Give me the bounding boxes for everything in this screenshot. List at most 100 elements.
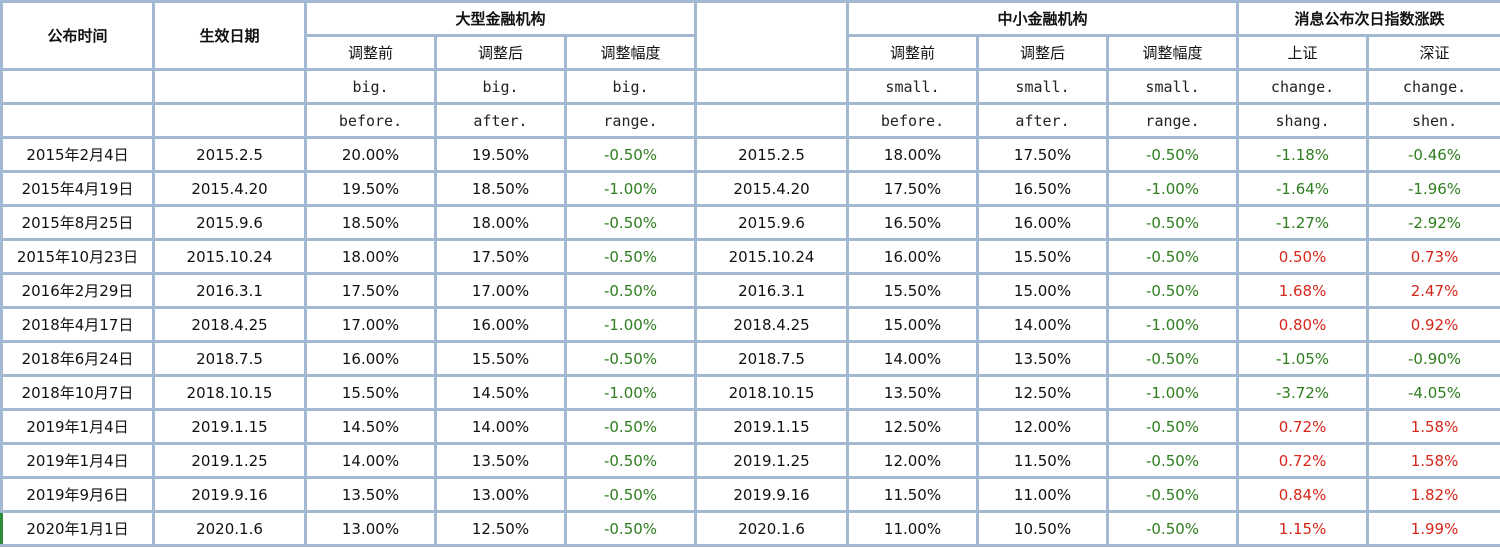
field-small-before-1[interactable]: small. [846, 68, 980, 105]
cell-big-before[interactable]: 15.50% [304, 374, 437, 411]
cell-small-before[interactable]: 13.50% [846, 374, 980, 411]
cell-small-before[interactable]: 17.50% [846, 170, 980, 207]
cell-effective-date[interactable]: 2018.10.15 [152, 374, 307, 411]
cell-big-range[interactable]: -0.50% [563, 408, 698, 445]
cell-big-range[interactable]: -1.00% [563, 374, 698, 411]
cell-effective-date-2[interactable]: 2019.9.16 [694, 476, 850, 513]
cell-big-before[interactable]: 17.50% [304, 272, 437, 309]
header-big-range[interactable]: 调整幅度 [563, 34, 698, 71]
cell-small-before[interactable]: 11.00% [846, 510, 980, 547]
cell-shanghai-change[interactable]: 0.72% [1236, 408, 1370, 445]
cell-small-before[interactable]: 16.50% [846, 204, 980, 241]
cell-small-after[interactable]: 11.50% [976, 442, 1110, 479]
cell-small-after[interactable]: 12.00% [976, 408, 1110, 445]
cell-big-before[interactable]: 18.00% [304, 238, 437, 275]
field-cell-empty[interactable] [694, 68, 850, 105]
cell-shenzhen-change[interactable]: -4.05% [1366, 374, 1500, 411]
cell-shenzhen-change[interactable]: 1.58% [1366, 442, 1500, 479]
field-big-before-2[interactable]: before. [304, 102, 437, 139]
cell-big-after[interactable]: 17.50% [434, 238, 567, 275]
cell-big-before[interactable]: 16.00% [304, 340, 437, 377]
cell-big-before[interactable]: 19.50% [304, 170, 437, 207]
header-small-after[interactable]: 调整后 [976, 34, 1110, 71]
cell-effective-date-2[interactable]: 2018.7.5 [694, 340, 850, 377]
cell-big-after[interactable]: 16.00% [434, 306, 567, 343]
cell-shenzhen-change[interactable]: 1.82% [1366, 476, 1500, 513]
cell-small-before[interactable]: 12.00% [846, 442, 980, 479]
field-small-before-2[interactable]: before. [846, 102, 980, 139]
header-big-after[interactable]: 调整后 [434, 34, 567, 71]
cell-publish-time[interactable]: 2015年10月23日 [0, 238, 155, 275]
cell-big-after[interactable]: 18.50% [434, 170, 567, 207]
cell-big-range[interactable]: -0.50% [563, 238, 698, 275]
cell-big-range[interactable]: -0.50% [563, 272, 698, 309]
field-shang-2[interactable]: shang. [1236, 102, 1370, 139]
cell-shenzhen-change[interactable]: -2.92% [1366, 204, 1500, 241]
cell-publish-time[interactable]: 2018年10月7日 [0, 374, 155, 411]
header-shenzhen[interactable]: 深证 [1366, 34, 1500, 71]
cell-effective-date-2[interactable]: 2018.4.25 [694, 306, 850, 343]
cell-small-before[interactable]: 15.00% [846, 306, 980, 343]
cell-effective-date[interactable]: 2015.10.24 [152, 238, 307, 275]
field-shen-1[interactable]: change. [1366, 68, 1500, 105]
cell-small-before[interactable]: 15.50% [846, 272, 980, 309]
cell-big-range[interactable]: -1.00% [563, 306, 698, 343]
cell-shanghai-change[interactable]: 1.15% [1236, 510, 1370, 547]
cell-publish-time[interactable]: 2015年8月25日 [0, 204, 155, 241]
field-small-after-1[interactable]: small. [976, 68, 1110, 105]
cell-small-after[interactable]: 14.00% [976, 306, 1110, 343]
header-blank[interactable] [694, 0, 850, 71]
cell-big-before[interactable]: 17.00% [304, 306, 437, 343]
cell-big-range[interactable]: -0.50% [563, 510, 698, 547]
cell-big-after[interactable]: 14.50% [434, 374, 567, 411]
cell-big-range[interactable]: -1.00% [563, 170, 698, 207]
cell-publish-time[interactable]: 2018年4月17日 [0, 306, 155, 343]
cell-big-before[interactable]: 13.00% [304, 510, 437, 547]
cell-small-after[interactable]: 12.50% [976, 374, 1110, 411]
cell-small-range[interactable]: -0.50% [1106, 408, 1240, 445]
cell-big-after[interactable]: 19.50% [434, 136, 567, 173]
cell-shenzhen-change[interactable]: 1.99% [1366, 510, 1500, 547]
cell-effective-date-2[interactable]: 2020.1.6 [694, 510, 850, 547]
cell-effective-date[interactable]: 2019.9.16 [152, 476, 307, 513]
cell-publish-time[interactable]: 2016年2月29日 [0, 272, 155, 309]
cell-small-range[interactable]: -0.50% [1106, 136, 1240, 173]
cell-effective-date[interactable]: 2019.1.25 [152, 442, 307, 479]
cell-big-range[interactable]: -0.50% [563, 442, 698, 479]
field-big-after-1[interactable]: big. [434, 68, 567, 105]
cell-small-range[interactable]: -1.00% [1106, 170, 1240, 207]
field-big-range-1[interactable]: big. [563, 68, 698, 105]
cell-big-before[interactable]: 14.50% [304, 408, 437, 445]
field-big-before-1[interactable]: big. [304, 68, 437, 105]
cell-small-before[interactable]: 12.50% [846, 408, 980, 445]
header-large-institutions[interactable]: 大型金融机构 [303, 0, 698, 37]
cell-small-range[interactable]: -0.50% [1106, 272, 1240, 309]
cell-big-after[interactable]: 18.00% [434, 204, 567, 241]
cell-big-range[interactable]: -0.50% [563, 476, 698, 513]
cell-shenzhen-change[interactable]: 1.58% [1366, 408, 1500, 445]
cell-big-before[interactable]: 18.50% [304, 204, 437, 241]
cell-shenzhen-change[interactable]: 2.47% [1366, 272, 1500, 309]
cell-small-before[interactable]: 14.00% [846, 340, 980, 377]
cell-shanghai-change[interactable]: 1.68% [1236, 272, 1370, 309]
cell-shenzhen-change[interactable]: -0.46% [1366, 136, 1500, 173]
cell-effective-date-2[interactable]: 2016.3.1 [694, 272, 850, 309]
header-shanghai[interactable]: 上证 [1236, 34, 1370, 71]
cell-effective-date-2[interactable]: 2015.9.6 [694, 204, 850, 241]
cell-small-after[interactable]: 17.50% [976, 136, 1110, 173]
cell-small-range[interactable]: -0.50% [1106, 238, 1240, 275]
cell-publish-time[interactable]: 2018年6月24日 [0, 340, 155, 377]
cell-small-before[interactable]: 16.00% [846, 238, 980, 275]
cell-effective-date[interactable]: 2018.7.5 [152, 340, 307, 377]
header-small-institutions[interactable]: 中小金融机构 [846, 0, 1240, 37]
cell-small-range[interactable]: -0.50% [1106, 442, 1240, 479]
cell-shanghai-change[interactable]: -3.72% [1236, 374, 1370, 411]
cell-effective-date[interactable]: 2015.2.5 [152, 136, 307, 173]
cell-shenzhen-change[interactable]: -1.96% [1366, 170, 1500, 207]
cell-effective-date-2[interactable]: 2019.1.25 [694, 442, 850, 479]
field-cell-empty[interactable] [0, 102, 155, 139]
cell-effective-date-2[interactable]: 2018.10.15 [694, 374, 850, 411]
cell-small-after[interactable]: 10.50% [976, 510, 1110, 547]
header-small-before[interactable]: 调整前 [846, 34, 980, 71]
cell-small-range[interactable]: -0.50% [1106, 340, 1240, 377]
